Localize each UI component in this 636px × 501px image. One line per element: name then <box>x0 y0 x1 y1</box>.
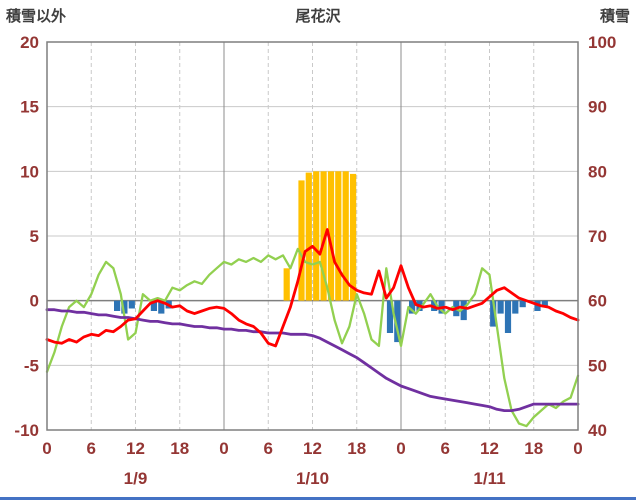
hour-tick-label: 6 <box>87 439 96 458</box>
right-tick-label: 80 <box>588 162 607 181</box>
blue-bars-bar <box>114 300 121 311</box>
hour-tick-label: 12 <box>480 439 499 458</box>
station-title: 尾花沢 <box>295 8 341 25</box>
hour-tick-label: 12 <box>126 439 145 458</box>
right-tick-label: 100 <box>588 33 616 52</box>
left-tick-label: 10 <box>20 162 39 181</box>
left-tick-label: 20 <box>20 33 39 52</box>
right-tick-label: 40 <box>588 421 607 440</box>
orange-bars-bar <box>298 180 305 301</box>
hour-tick-label: 0 <box>573 439 582 458</box>
date-label: 1/11 <box>473 469 505 488</box>
right-tick-label: 50 <box>588 356 607 375</box>
right-axis-title: 積雪 <box>599 8 630 25</box>
left-tick-label: 15 <box>20 98 39 117</box>
left-tick-label: 5 <box>30 227 39 246</box>
hour-tick-label: 6 <box>441 439 450 458</box>
date-label: 1/9 <box>124 469 148 488</box>
orange-bars-bar <box>327 171 335 301</box>
hour-tick-label: 12 <box>303 439 322 458</box>
left-tick-label: -5 <box>24 356 39 375</box>
blue-bars-bar <box>512 300 519 314</box>
right-tick-label: 60 <box>588 292 607 311</box>
orange-bars-bar <box>335 171 342 301</box>
hour-tick-label: 0 <box>219 439 228 458</box>
blue-bars-bar <box>497 300 504 314</box>
hour-tick-label: 0 <box>42 439 51 458</box>
right-tick-label: 70 <box>588 227 607 246</box>
orange-bars-bar <box>320 171 327 301</box>
left-tick-label: -10 <box>14 421 39 440</box>
blue-bars-bar <box>121 300 128 314</box>
blue-bars-bar <box>128 300 135 309</box>
blue-bars-bar <box>519 300 526 308</box>
orange-bars-bar <box>350 173 357 301</box>
blue-bars-bar <box>158 300 165 314</box>
blue-bars-bar <box>460 300 467 321</box>
green-line <box>45 247 580 428</box>
orange-bars-bar <box>313 171 320 301</box>
left-axis-title: 積雪以外 <box>6 8 67 25</box>
date-label: 1/10 <box>296 469 329 488</box>
hour-tick-label: 18 <box>524 439 543 458</box>
orange-bars-bar <box>342 171 349 301</box>
blue-bars-bar <box>150 300 157 311</box>
plot-border <box>46 41 579 431</box>
orange-bars-bar <box>283 268 290 301</box>
hour-tick-label: 18 <box>347 439 366 458</box>
blue-bars-bar <box>394 300 401 343</box>
red-line <box>45 228 580 348</box>
window-bottom-border <box>0 497 636 500</box>
right-tick-label: 90 <box>588 98 607 117</box>
blue-bars-bar <box>409 300 416 314</box>
orange-bars-bar <box>305 172 312 301</box>
hour-tick-label: 6 <box>264 439 273 458</box>
hour-tick-label: 18 <box>170 439 189 458</box>
hour-tick-label: 0 <box>396 439 405 458</box>
blue-bars-bar <box>504 300 512 333</box>
left-tick-label: 0 <box>30 292 39 311</box>
blue-bars-bar <box>490 300 497 327</box>
blue-bars-bar <box>386 300 394 333</box>
blue-bars-bar <box>541 300 548 308</box>
